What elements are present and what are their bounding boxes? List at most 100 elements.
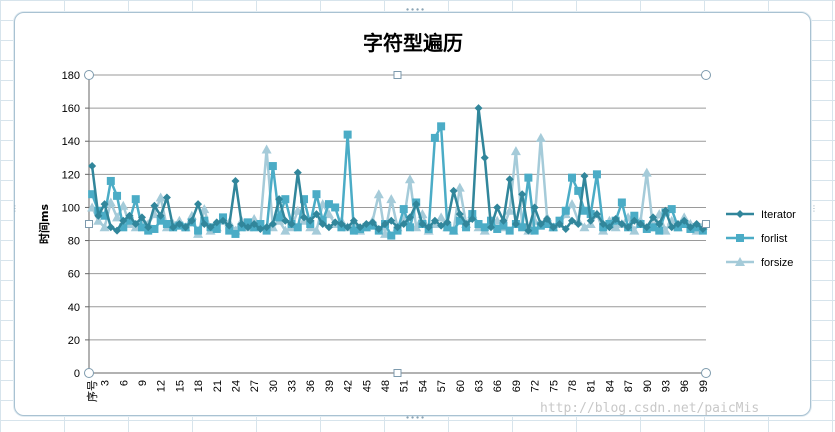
data-point xyxy=(155,192,166,202)
data-point xyxy=(399,205,408,214)
data-point xyxy=(256,220,265,228)
data-point xyxy=(131,220,140,228)
y-tick-label: 0 xyxy=(74,368,80,380)
data-point xyxy=(530,203,539,212)
data-point xyxy=(673,220,682,228)
series-lines xyxy=(87,104,708,240)
data-point xyxy=(605,223,614,232)
data-point xyxy=(156,216,165,225)
frame-handle-bottom[interactable]: ∙∙∙∙ xyxy=(405,413,426,422)
data-point xyxy=(543,215,552,224)
data-point xyxy=(449,226,458,235)
plot-area-handles[interactable] xyxy=(84,70,711,378)
data-point xyxy=(113,191,122,200)
data-point xyxy=(162,220,171,228)
data-point xyxy=(443,218,452,227)
data-point xyxy=(181,223,190,232)
legend-item-iterator: Iterator xyxy=(726,209,796,221)
data-point xyxy=(119,223,128,232)
data-point xyxy=(125,211,134,220)
data-point xyxy=(118,200,129,210)
data-point xyxy=(231,176,240,185)
x-tick-label: 87 xyxy=(623,380,635,392)
data-point xyxy=(324,200,333,209)
data-point xyxy=(655,226,664,235)
data-point xyxy=(480,223,489,232)
data-point xyxy=(454,182,465,192)
resize-handle xyxy=(701,368,711,378)
data-point xyxy=(312,190,321,199)
y-axis-title: 时间ms xyxy=(37,204,51,244)
x-tick-label: 12 xyxy=(156,380,168,392)
frame-handle-left[interactable]: ⋮ xyxy=(11,204,19,213)
legend[interactable]: Iterator forlist forsize xyxy=(726,209,796,269)
data-point xyxy=(88,162,97,171)
y-tick-label: 160 xyxy=(62,103,80,115)
resize-handle xyxy=(701,70,711,80)
data-point xyxy=(405,223,414,232)
data-point xyxy=(100,211,109,220)
data-point xyxy=(449,186,458,195)
data-point xyxy=(106,223,115,232)
data-point xyxy=(212,224,221,233)
data-point xyxy=(275,195,284,204)
x-tick-label: 84 xyxy=(604,380,616,392)
data-point xyxy=(474,104,483,113)
data-point xyxy=(524,173,533,182)
data-point xyxy=(293,168,302,177)
data-point xyxy=(524,226,533,235)
data-point xyxy=(131,195,140,204)
data-point xyxy=(281,195,290,204)
data-point xyxy=(349,226,358,235)
x-tick-label: 39 xyxy=(324,380,336,392)
data-point xyxy=(387,231,396,240)
legend-item-forlist: forlist xyxy=(726,233,787,245)
legend-item-forsize: forsize xyxy=(726,257,793,269)
data-point xyxy=(505,226,514,235)
data-point xyxy=(194,200,203,209)
resize-handle xyxy=(702,220,710,228)
data-point xyxy=(137,213,146,222)
data-point xyxy=(580,206,589,215)
data-point xyxy=(543,220,552,228)
data-point xyxy=(499,221,508,230)
frame-handle-right[interactable]: ⋮ xyxy=(810,204,818,213)
chart-area[interactable]: 字符型遍历 时间ms 0 20 40 60 80 100 120 140 160 180 序号 3 6 9… xyxy=(14,12,811,416)
data-point xyxy=(437,122,446,131)
data-point xyxy=(617,220,626,228)
x-tick-label: 75 xyxy=(548,380,560,392)
x-tick-label: 18 xyxy=(193,380,205,392)
data-point xyxy=(610,222,621,232)
data-point xyxy=(137,223,146,232)
data-point xyxy=(169,223,178,232)
data-point xyxy=(561,224,570,233)
data-point xyxy=(324,223,333,232)
data-point xyxy=(661,206,670,215)
x-tick-label: 6 xyxy=(118,380,130,386)
data-point xyxy=(486,223,495,232)
data-point xyxy=(387,216,396,225)
data-point xyxy=(311,225,322,235)
data-point xyxy=(374,224,383,233)
data-point xyxy=(561,206,570,215)
data-point xyxy=(268,162,277,171)
data-point xyxy=(667,223,676,232)
data-point xyxy=(280,225,291,235)
y-tick-label: 40 xyxy=(68,302,80,314)
data-point xyxy=(499,216,508,225)
x-tick-label: 60 xyxy=(455,380,467,392)
y-tick-label: 80 xyxy=(68,236,80,248)
data-point xyxy=(443,223,452,232)
x-tick-label: 9 xyxy=(137,380,149,386)
x-tick-label: 51 xyxy=(399,380,411,392)
data-point xyxy=(287,220,296,228)
x-tick-label: 81 xyxy=(586,380,598,392)
data-point xyxy=(212,218,221,227)
gridlines xyxy=(88,74,706,374)
data-point xyxy=(106,176,115,185)
data-point xyxy=(331,218,340,227)
data-point xyxy=(567,199,578,209)
data-point xyxy=(373,189,384,199)
frame-handle-top[interactable]: ∙∙∙∙ xyxy=(405,5,426,14)
data-point xyxy=(99,222,110,232)
